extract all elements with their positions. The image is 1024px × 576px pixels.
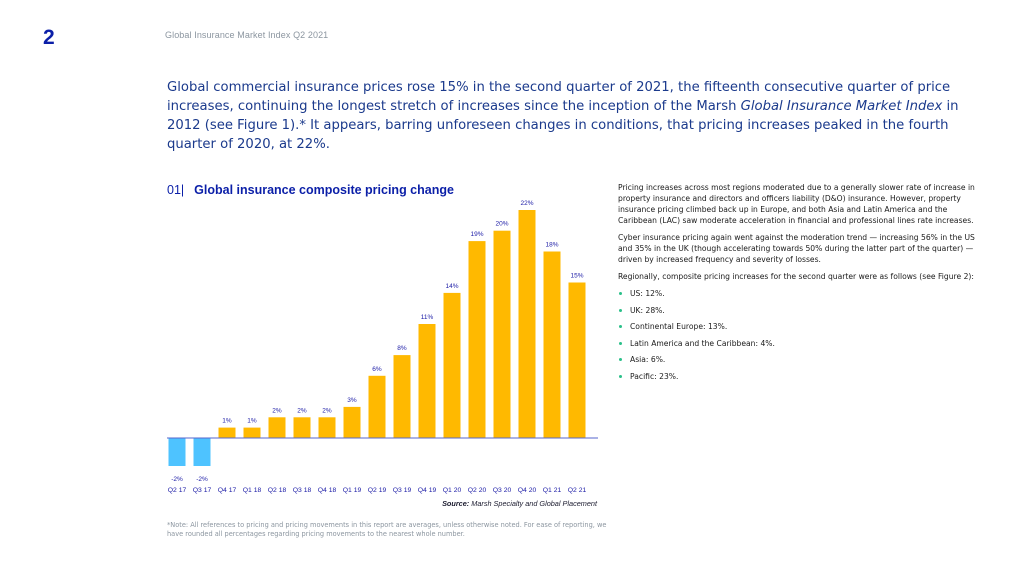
x-tick-label: Q3 20 — [493, 487, 512, 494]
x-tick-label: Q2 20 — [468, 487, 487, 494]
data-label: 2% — [297, 407, 307, 414]
bar-q4-17 — [218, 427, 236, 438]
x-tick-label: Q1 18 — [243, 487, 262, 494]
bar-q2-19 — [368, 375, 386, 438]
list-item-text: US: 12%. — [630, 289, 665, 298]
chart-source: Source: Marsh Specialty and Global Place… — [400, 499, 597, 508]
data-label: 3% — [347, 397, 357, 404]
data-label: 20% — [495, 221, 508, 228]
bullet-icon — [619, 341, 622, 345]
figure-title: 01| Global insurance composite pricing ch… — [167, 183, 454, 197]
bar-q1-18 — [243, 427, 261, 438]
bar-q3-18 — [293, 417, 311, 438]
data-label: 14% — [445, 283, 458, 290]
list-item-text: UK: 28%. — [630, 305, 665, 315]
x-tick-label: Q2 21 — [568, 487, 587, 494]
bar-q2-18 — [268, 417, 286, 438]
bar-q3-17 — [193, 438, 211, 466]
sidebar-commentary: Pricing increases across most regions mo… — [618, 182, 980, 387]
data-label: 8% — [397, 345, 407, 352]
bar-q4-19 — [418, 324, 436, 438]
bar-q4-20 — [518, 210, 536, 438]
data-label: 15% — [570, 273, 583, 280]
data-label: 18% — [545, 242, 558, 249]
source-label: Source: — [442, 499, 470, 508]
intro-text-2: in 2012 (see Figure 1).* It appears, bar… — [167, 99, 959, 152]
bullet-icon — [619, 374, 622, 378]
x-tick-label: Q4 17 — [218, 487, 237, 494]
x-tick-label: Q3 19 — [393, 487, 412, 494]
sidebar-paragraph: Regionally, composite pricing increases … — [618, 272, 974, 281]
data-label: 6% — [372, 366, 382, 373]
list-item-text: Continental Europe: 13%. — [630, 322, 728, 331]
bar-q1-20 — [443, 292, 461, 438]
x-tick-label: Q1 21 — [543, 487, 562, 494]
data-label: -2% — [171, 476, 183, 483]
bar-q3-19 — [393, 355, 411, 438]
list-item: Continental Europe: 13%. — [618, 321, 980, 332]
list-item: UK: 28%. — [618, 305, 980, 316]
x-tick-label: Q2 19 — [368, 487, 387, 494]
sidebar-paragraph: Cyber insurance pricing again went again… — [618, 233, 975, 264]
data-label: -2% — [196, 476, 208, 483]
bullet-icon — [619, 325, 622, 328]
page-number: 2 — [43, 26, 55, 49]
x-tick-label: Q4 19 — [418, 487, 437, 494]
value-labels-group: -2% -2% 1% 1% 2% 2% 2% 3% 6% 8% 11% 14% 19% 20% 22% 18%… — [171, 200, 584, 483]
list-item: Asia: 6%. — [618, 354, 980, 365]
data-label: 11% — [421, 314, 434, 321]
list-item-text: Asia: 6%. — [630, 355, 666, 364]
data-label: 2% — [272, 407, 282, 414]
list-item: US: 12%. — [618, 288, 980, 299]
figure-title-text: Global insurance composite pricing chang… — [194, 183, 454, 197]
bullet-icon — [619, 292, 622, 295]
bullet-icon — [619, 358, 622, 361]
intro-index-name: Global Insurance Market Index — [740, 99, 943, 114]
bar-q3-20 — [493, 230, 511, 438]
intro-text-1: Global commercial insurance prices rose … — [167, 80, 951, 114]
list-item-text: Pacific: 23%. — [630, 371, 679, 381]
bars-group — [168, 210, 586, 466]
data-label: 1% — [222, 418, 232, 425]
footnote: *Note: All references to pricing and pri… — [167, 521, 607, 538]
x-tick-label: Q1 20 — [443, 487, 462, 494]
list-item: Latin America and the Caribbean: 4%. — [618, 338, 980, 349]
bar-q2-17 — [168, 438, 186, 466]
regional-pricing-list: US: 12%. UK: 28%. Continental Europe: 13… — [618, 288, 980, 382]
category-labels-group: Q2 17 Q3 17 Q4 17 Q1 18 Q2 18 Q3 18 Q4 18 Q1 19… — [168, 487, 587, 494]
data-label: 22% — [520, 200, 533, 207]
bar-q4-18 — [318, 417, 336, 438]
x-tick-label: Q4 20 — [518, 487, 537, 494]
source-text: Marsh Specialty and Global Placement — [469, 499, 597, 508]
bar-q2-20 — [468, 241, 486, 438]
x-tick-label: Q3 18 — [293, 487, 312, 494]
list-item-text: Latin America and the Caribbean: 4%. — [630, 338, 775, 348]
x-tick-label: Q3 17 — [193, 487, 212, 494]
bullet-icon — [619, 308, 622, 312]
data-label: 1% — [247, 418, 257, 425]
list-item: Pacific: 23%. — [618, 371, 980, 382]
running-title: Global Insurance Market Index Q2 2021 — [165, 30, 329, 40]
x-tick-label: Q2 18 — [268, 487, 287, 494]
data-label: 2% — [322, 407, 332, 414]
x-tick-label: Q2 17 — [168, 487, 187, 494]
data-label: 19% — [470, 231, 483, 238]
intro-paragraph: Global commercial insurance prices rose … — [167, 78, 967, 154]
bar-q1-19 — [343, 406, 361, 438]
sidebar-paragraph: Pricing increases across most regions mo… — [618, 183, 975, 225]
bar-q2-21 — [568, 282, 586, 438]
x-tick-label: Q4 18 — [318, 487, 337, 494]
bar-q1-21 — [543, 251, 561, 438]
x-tick-label: Q1 19 — [343, 487, 362, 494]
figure-number: 01| — [167, 183, 185, 197]
